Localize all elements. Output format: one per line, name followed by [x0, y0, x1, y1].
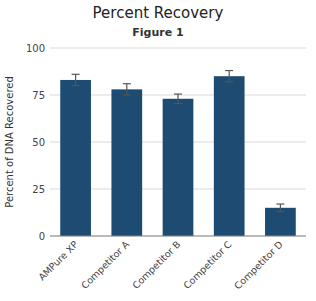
error-cap — [225, 70, 233, 71]
error-cap — [72, 74, 80, 75]
error-line — [126, 84, 127, 95]
chart-svg: Percent Recovery Figure 1 0 25 50 75 100 Percen… — [0, 0, 316, 301]
error-cap — [174, 103, 182, 104]
error-cap — [276, 203, 284, 204]
error-cap — [225, 81, 233, 82]
error-line — [177, 94, 178, 103]
y-tick-label: 75 — [32, 90, 45, 101]
bar — [214, 76, 245, 236]
bar — [111, 89, 142, 236]
error-cap — [276, 211, 284, 212]
grid-line — [50, 236, 306, 237]
error-bar — [123, 84, 131, 95]
subtitle: Figure 1 — [132, 26, 183, 39]
error-line — [75, 74, 76, 85]
y-tick-label: 25 — [32, 184, 45, 195]
marks — [60, 71, 296, 236]
error-cap — [123, 94, 131, 95]
x-tick-label: Competitor A — [79, 238, 132, 291]
y-tick-label: 100 — [26, 43, 45, 54]
bar — [163, 99, 194, 236]
error-bar — [72, 74, 80, 85]
grid-line — [50, 48, 306, 49]
y-axis-label: Percent of DNA Recovered — [4, 76, 15, 208]
error-cap — [72, 85, 80, 86]
x-tick-label: Competitor C — [181, 238, 234, 291]
error-bar — [225, 71, 233, 82]
title: Percent Recovery — [93, 4, 224, 22]
error-line — [229, 71, 230, 82]
x-tick-label: Competitor D — [232, 239, 285, 292]
chart-container: Percent Recovery Figure 1 0 25 50 75 100 Percen… — [0, 0, 316, 301]
error-line — [280, 204, 281, 212]
error-cap — [174, 93, 182, 94]
y-tick-label: 50 — [32, 137, 45, 148]
grid — [50, 48, 306, 236]
x-tick-label: AMPure XP — [36, 238, 80, 282]
error-bar — [276, 204, 284, 212]
bar — [60, 80, 91, 236]
x-tick-label: Competitor B — [130, 239, 182, 291]
x-axis-line — [50, 236, 306, 237]
error-bar — [174, 94, 182, 103]
bar — [265, 208, 296, 236]
y-tick-label: 0 — [39, 231, 45, 242]
error-cap — [123, 83, 131, 84]
